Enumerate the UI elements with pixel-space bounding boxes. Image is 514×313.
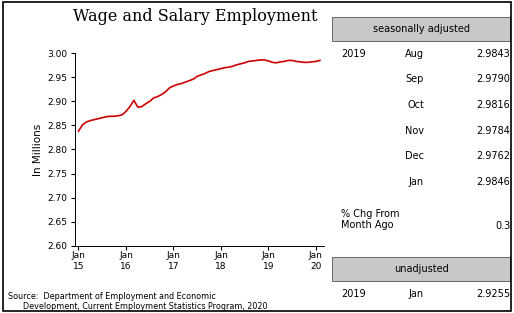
Text: Aug: Aug — [405, 49, 424, 59]
Text: 2.9843: 2.9843 — [476, 49, 510, 59]
Text: 2.9762: 2.9762 — [476, 151, 510, 161]
Text: Nov: Nov — [405, 126, 424, 136]
Text: Wage and Salary Employment: Wage and Salary Employment — [73, 8, 318, 25]
Text: % Chg From
Month Ago: % Chg From Month Ago — [341, 209, 400, 230]
Text: Jan: Jan — [409, 177, 424, 187]
Y-axis label: In Millions: In Millions — [33, 123, 43, 176]
Text: 2019: 2019 — [341, 289, 366, 299]
FancyBboxPatch shape — [332, 257, 510, 281]
FancyBboxPatch shape — [332, 17, 510, 41]
Text: 0.3: 0.3 — [495, 221, 510, 231]
Text: 2.9846: 2.9846 — [476, 177, 510, 187]
Text: 2.9784: 2.9784 — [476, 126, 510, 136]
Text: Oct: Oct — [407, 100, 424, 110]
Text: 2019: 2019 — [341, 49, 366, 59]
Text: Source:  Department of Employment and Economic
      Development, Current Employ: Source: Department of Employment and Eco… — [8, 292, 267, 311]
Text: Jan: Jan — [409, 289, 424, 299]
Text: 2.9790: 2.9790 — [476, 74, 510, 84]
Text: seasonally adjusted: seasonally adjusted — [373, 24, 470, 34]
Text: 2.9816: 2.9816 — [476, 100, 510, 110]
Text: Dec: Dec — [405, 151, 424, 161]
Text: Sep: Sep — [406, 74, 424, 84]
Text: 2.9255: 2.9255 — [476, 289, 510, 299]
Text: unadjusted: unadjusted — [394, 264, 449, 274]
